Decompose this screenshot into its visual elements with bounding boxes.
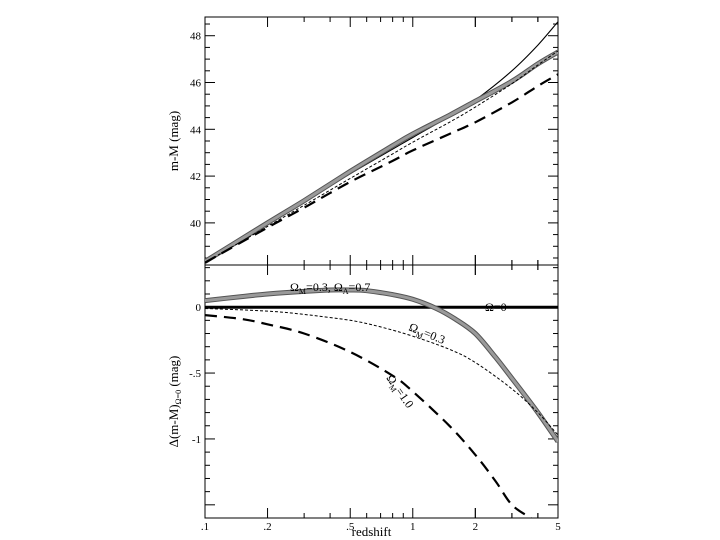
- series-line: [205, 50, 558, 263]
- y-tick-label: 42: [190, 171, 201, 183]
- y-tick-label: 44: [190, 124, 202, 136]
- y-tick-label: 46: [190, 78, 202, 90]
- y-tick-label: 40: [190, 218, 202, 230]
- annotation-omega-m-10: ΩM=1.0: [382, 372, 417, 412]
- y-tick-label: -1: [192, 434, 201, 446]
- x-tick-label: 1: [410, 521, 416, 533]
- series-line: [205, 50, 558, 264]
- y-tick-label: 48: [190, 31, 202, 43]
- x-axis-label: redshift: [352, 524, 392, 539]
- bottom-panel-frame: [204, 264, 559, 519]
- annotation-lambda: ΩM=0.3, ΩΛ=0.7: [290, 280, 370, 296]
- series-line: [205, 308, 558, 436]
- annotation-omega-m-03: ΩM=0.3: [406, 320, 447, 349]
- top-y-axis-label: m-M (mag): [166, 111, 181, 171]
- x-tick-label: .2: [263, 521, 271, 533]
- series-line: [205, 314, 532, 518]
- x-tick-label: .5: [346, 521, 355, 533]
- series-line: [205, 73, 558, 264]
- bottom-y-axis-label: Δ(m-M)Ω=0 (mag): [166, 356, 183, 448]
- x-tick-label: 2: [473, 521, 479, 533]
- series-line: [205, 288, 558, 443]
- x-tick-label: .1: [201, 521, 209, 533]
- annotation-omega-zero: Ω=0: [485, 300, 507, 314]
- series-line: [205, 21, 558, 262]
- y-tick-label: 0: [196, 302, 202, 314]
- y-tick-label: -.5: [189, 368, 201, 380]
- x-tick-label: 5: [555, 521, 561, 533]
